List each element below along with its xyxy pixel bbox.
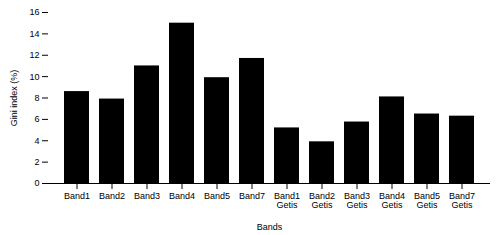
- svg-text:Band4Getis: Band4Getis: [379, 191, 405, 210]
- svg-text:Band7Getis: Band7Getis: [449, 191, 475, 210]
- svg-text:12: 12: [29, 50, 39, 60]
- svg-text:Band4: Band4: [169, 191, 195, 201]
- svg-text:Band5: Band5: [204, 191, 230, 201]
- svg-text:16: 16: [29, 7, 39, 17]
- svg-text:10: 10: [29, 72, 39, 82]
- svg-text:4: 4: [34, 136, 39, 146]
- svg-text:Band5Getis: Band5Getis: [414, 191, 440, 210]
- svg-text:Band1: Band1: [64, 191, 90, 201]
- svg-text:Band7: Band7: [239, 191, 265, 201]
- svg-text:Band3: Band3: [134, 191, 160, 201]
- svg-text:Band2: Band2: [99, 191, 125, 201]
- svg-text:Bands: Bands: [257, 222, 283, 232]
- svg-text:2: 2: [34, 157, 39, 167]
- svg-text:Band1Getis: Band1Getis: [274, 191, 300, 210]
- svg-text:14: 14: [29, 29, 39, 39]
- svg-text:Band2Getis: Band2Getis: [309, 191, 335, 210]
- svg-text:8: 8: [34, 93, 39, 103]
- svg-text:Gini index (%): Gini index (%): [9, 70, 19, 127]
- svg-text:Band3Getis: Band3Getis: [344, 191, 370, 210]
- svg-text:0: 0: [34, 178, 39, 188]
- svg-text:6: 6: [34, 114, 39, 124]
